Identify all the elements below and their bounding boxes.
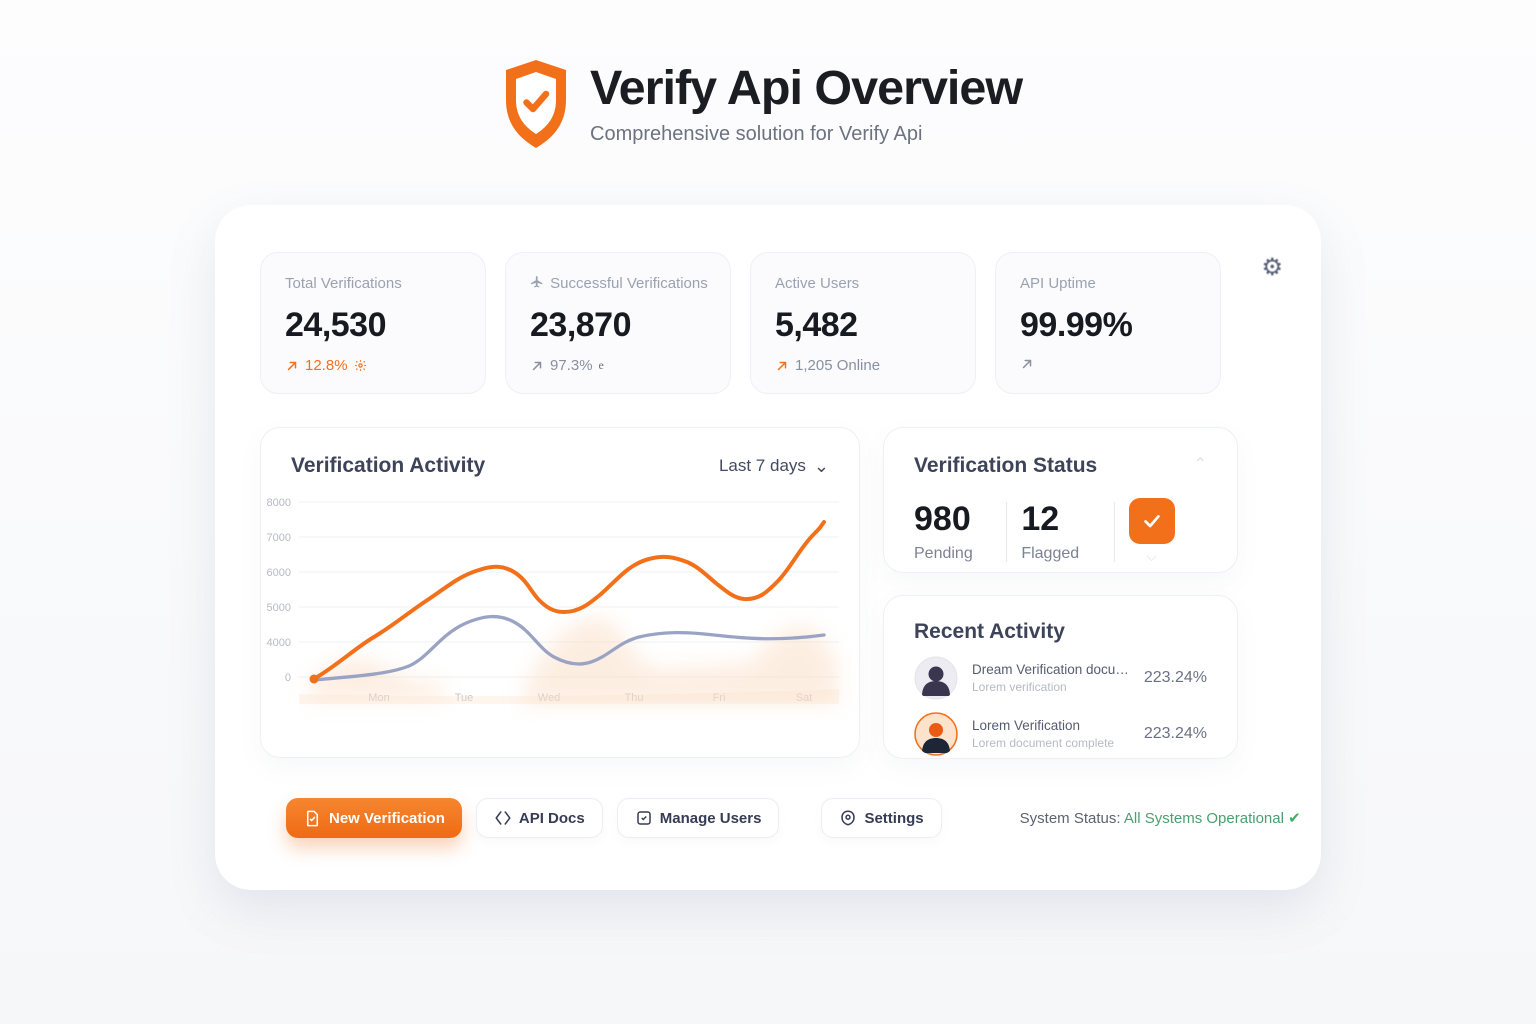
svg-text:0: 0 xyxy=(285,672,291,684)
svg-text:4000: 4000 xyxy=(267,637,291,649)
svg-text:8000: 8000 xyxy=(267,497,291,509)
svg-text:7000: 7000 xyxy=(267,532,291,544)
svg-text:6000: 6000 xyxy=(267,567,291,579)
svg-text:5000: 5000 xyxy=(267,602,291,614)
